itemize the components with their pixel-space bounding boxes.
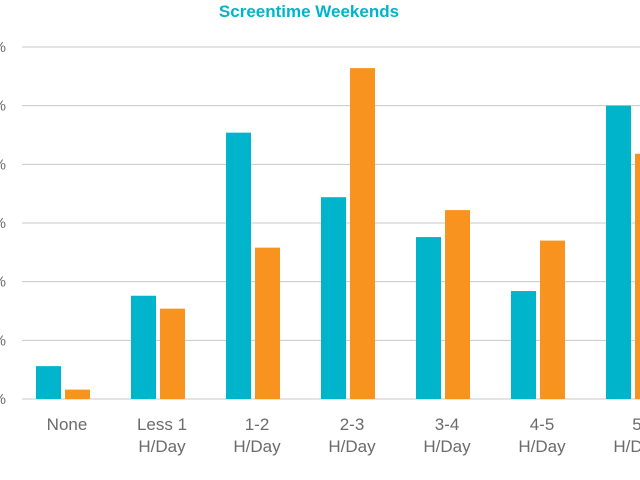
x-tick-label-line: H/Day [613, 437, 640, 456]
y-axis-tick-labels: %%%%%%% [0, 39, 6, 408]
y-tick-label: % [0, 391, 6, 408]
bar [635, 153, 640, 399]
y-tick-label: % [0, 156, 6, 173]
x-tick-label: 2-3 H/Day [328, 415, 376, 456]
x-tick-label: 1-2 H/Day [233, 415, 281, 456]
x-tick-label: 3-4 H/Day [423, 415, 471, 456]
x-tick-label-line: H/Day [233, 437, 281, 456]
x-tick-label: 4-5 H/Day [518, 415, 566, 456]
x-tick-label: None [47, 415, 88, 434]
x-tick-label-line: H/Day [328, 437, 376, 456]
x-tick-label-line: Less 1 [137, 415, 187, 434]
x-tick-label-line: H/Day [423, 437, 471, 456]
bar [36, 366, 61, 399]
chart-title: Screentime Weekends [219, 2, 399, 21]
x-tick-label-line: 4-5 [530, 415, 555, 434]
x-tick-label: 5 H/Day [613, 415, 640, 456]
y-tick-label: % [0, 332, 6, 349]
bar [540, 240, 565, 399]
bar [226, 132, 251, 400]
bar [350, 68, 375, 400]
y-tick-label: % [0, 39, 6, 56]
x-tick-label-line: 5 [632, 415, 640, 434]
x-tick-label-line: H/Day [518, 437, 566, 456]
bar [65, 389, 90, 399]
x-tick-label: Less 1 H/Day [137, 415, 187, 456]
bar [445, 210, 470, 399]
x-tick-label-line: H/Day [138, 437, 186, 456]
bar [160, 308, 185, 399]
x-tick-label-line: 3-4 [435, 415, 460, 434]
x-tick-label-line: None [47, 415, 88, 434]
bar [606, 105, 631, 400]
x-tick-label-line: 2-3 [340, 415, 365, 434]
bars [36, 68, 640, 400]
y-tick-label: % [0, 215, 6, 232]
bar [416, 237, 441, 399]
bar [511, 291, 536, 399]
bar [321, 197, 346, 399]
bar [255, 247, 280, 399]
y-tick-label: % [0, 98, 6, 115]
y-tick-label: % [0, 274, 6, 291]
x-tick-label-line: 1-2 [245, 415, 270, 434]
bar [131, 295, 156, 399]
